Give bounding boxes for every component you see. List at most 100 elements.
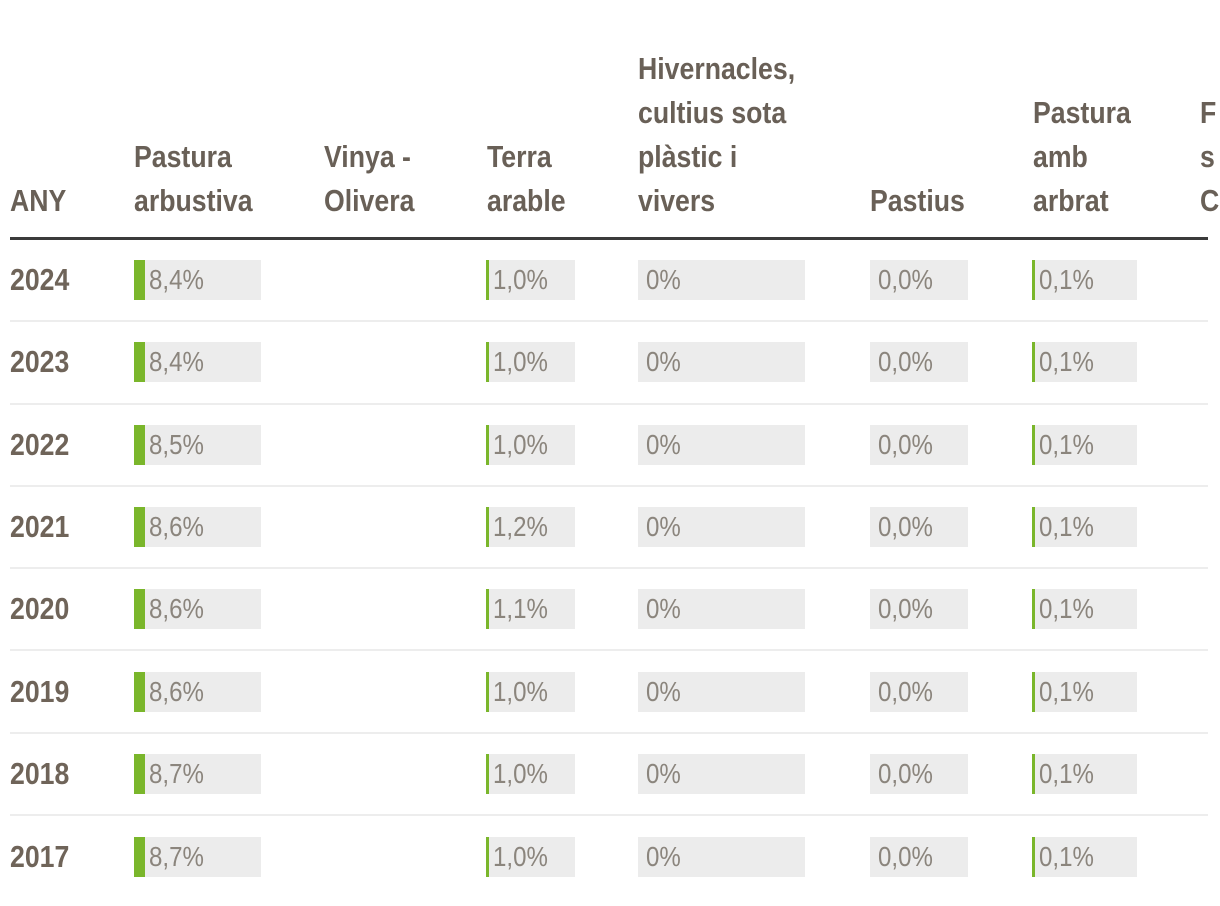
bar-fill: [134, 342, 145, 383]
bar-cell-terra-arable: 1,0%: [486, 837, 575, 878]
column-header-label: Hivernacles,: [638, 51, 796, 86]
column-header-label: s: [1200, 139, 1215, 174]
bar-fill: [134, 424, 145, 465]
header-divider: [10, 237, 1208, 240]
column-header-hivernacles: Hivernacles, cultius sota plàstic i vive…: [638, 47, 821, 223]
bar-cell-pastura-arbustiva: 8,4%: [134, 342, 261, 383]
bar-fill: [1032, 589, 1035, 630]
cell-value: 0,1%: [1039, 428, 1094, 460]
table-row: 2024 8,4% 1,0% 0% 0,0% 0,1%: [10, 240, 1208, 323]
cell-value: 0%: [646, 593, 681, 625]
column-header-label: Pastius: [870, 183, 965, 218]
bar-fill: [1032, 260, 1035, 301]
cell-value: 0,1%: [1039, 841, 1094, 873]
column-header-label: Olivera: [324, 183, 415, 218]
bar-cell-pastura-arbustiva: 8,6%: [134, 589, 261, 630]
bar-fill: [486, 424, 489, 465]
column-header-label: vivers: [638, 183, 716, 218]
cell-value: 0,0%: [878, 346, 933, 378]
cell-value: 0,1%: [1039, 757, 1094, 789]
bar-cell-pastura-amb-arbrat: 0,1%: [1032, 671, 1137, 712]
column-header-label: cultius sota: [638, 95, 787, 130]
cell-value: 8,6%: [148, 675, 204, 707]
cell-value: 1,0%: [493, 841, 548, 873]
bar-cell-pastura-arbustiva: 8,4%: [134, 260, 261, 301]
bar-cell-pastius: 0,0%: [870, 507, 968, 548]
bar-cell-pastura-arbustiva: 8,7%: [134, 753, 261, 794]
bar-cell-pastura-arbustiva: 8,7%: [134, 837, 261, 878]
bar-fill: [486, 671, 489, 712]
bar-fill: [1032, 671, 1035, 712]
table-body: 2024 8,4% 1,0% 0% 0,0% 0,1% 2023 8,4% 1,…: [10, 240, 1208, 898]
bar-cell-pastura-arbustiva: 8,6%: [134, 671, 261, 712]
cell-value: 0,0%: [878, 757, 933, 789]
table-row: 2020 8,6% 1,1% 0% 0,0% 0,1%: [10, 569, 1208, 652]
bar-fill: [486, 753, 489, 794]
year-label: 2023: [10, 344, 70, 380]
bar-cell-pastius: 0,0%: [870, 837, 968, 878]
cell-value: 8,5%: [148, 428, 204, 460]
cell-value: 0,1%: [1039, 346, 1094, 378]
bar-cell-hivernacles: 0%: [638, 424, 805, 465]
bar-cell-pastura-arbustiva: 8,6%: [134, 507, 261, 548]
bar-fill: [134, 260, 145, 301]
bar-cell-pastius: 0,0%: [870, 753, 968, 794]
column-header-terra-arable: Terra arable: [487, 135, 578, 223]
bar-fill: [486, 837, 489, 878]
bar-cell-hivernacles: 0%: [638, 589, 805, 630]
column-header-label: Vinya -: [324, 139, 411, 174]
bar-cell-pastura-arbustiva: 8,5%: [134, 424, 261, 465]
cell-value: 0%: [646, 346, 681, 378]
bar-cell-terra-arable: 1,2%: [486, 507, 575, 548]
bar-fill: [486, 507, 489, 548]
table-row: 2017 8,7% 1,0% 0% 0,0% 0,1%: [10, 816, 1208, 898]
cell-value: 0%: [646, 511, 681, 543]
bar-cell-pastius: 0,0%: [870, 342, 968, 383]
bar-cell-hivernacles: 0%: [638, 671, 805, 712]
cell-value: 0%: [646, 757, 681, 789]
bar-cell-pastura-amb-arbrat: 0,1%: [1032, 507, 1137, 548]
bar-cell-pastura-amb-arbrat: 0,1%: [1032, 342, 1137, 383]
bar-fill: [1032, 837, 1035, 878]
bar-cell-terra-arable: 1,0%: [486, 342, 575, 383]
bar-fill: [1032, 507, 1035, 548]
bar-cell-terra-arable: 1,1%: [486, 589, 575, 630]
column-header-label: arbrat: [1033, 183, 1109, 218]
cell-value: 1,0%: [493, 428, 548, 460]
cell-value: 8,7%: [149, 841, 204, 873]
cell-value: 0,0%: [878, 264, 933, 296]
bar-fill: [1032, 342, 1035, 383]
bar-fill: [134, 753, 145, 794]
column-header-label: Terra: [487, 139, 552, 174]
cell-value: 0,0%: [878, 428, 933, 460]
cell-value: 8,6%: [148, 511, 204, 543]
bar-cell-pastura-amb-arbrat: 0,1%: [1032, 424, 1137, 465]
year-label: 2017: [10, 839, 70, 875]
table-header: ANY Pastura arbustiva Vinya - Olivera Te…: [0, 0, 1220, 237]
year-label: 2020: [10, 591, 70, 627]
bar-cell-pastius: 0,0%: [870, 424, 968, 465]
table-row: 2019 8,6% 1,0% 0% 0,0% 0,1%: [10, 651, 1208, 734]
year-label: 2018: [10, 755, 70, 791]
cell-value: 8,4%: [148, 264, 204, 296]
bar-fill: [486, 342, 489, 383]
bar-cell-terra-arable: 1,0%: [486, 424, 575, 465]
column-header-label: plàstic i: [638, 139, 738, 174]
cell-value: 0%: [646, 428, 681, 460]
cell-value: 0,1%: [1039, 264, 1094, 296]
column-header-label: F: [1200, 95, 1217, 130]
cell-value: 0,1%: [1039, 675, 1094, 707]
table-row: 2022 8,5% 1,0% 0% 0,0% 0,1%: [10, 405, 1208, 487]
bar-cell-pastius: 0,0%: [870, 671, 968, 712]
cell-value: 0,0%: [878, 593, 933, 625]
column-header-vinya-olivera: Vinya - Olivera: [324, 135, 429, 223]
cell-value: 1,0%: [493, 675, 548, 707]
bar-fill: [134, 589, 145, 630]
cell-value: 0%: [646, 675, 681, 707]
bar-fill: [486, 589, 489, 630]
bar-cell-terra-arable: 1,0%: [486, 753, 575, 794]
year-label: 2019: [10, 673, 70, 709]
column-header-pastura-amb-arbrat: Pastura amb arbrat: [1033, 91, 1147, 223]
column-header-any: ANY: [10, 179, 75, 223]
